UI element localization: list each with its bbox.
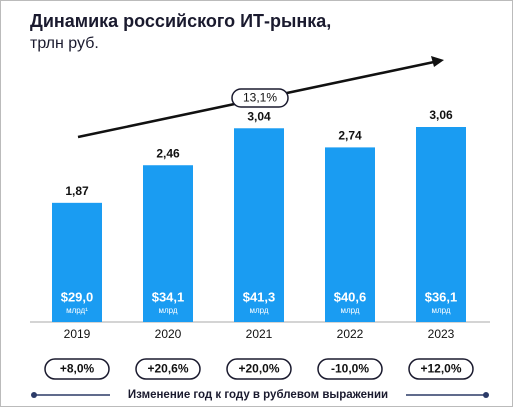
value-label: 2,74 [338,129,362,143]
usd-label: $29,0 [61,289,94,304]
growth-pill [317,358,383,380]
x-tick-label: 2021 [246,327,273,341]
growth-label: -10,0% [331,362,369,376]
value-label: 2,46 [156,146,180,160]
bar [416,127,466,322]
cagr-pill [231,88,289,108]
caption-bg [110,386,406,404]
x-tick-label: 2020 [155,327,182,341]
x-tick-label: 2022 [337,327,364,341]
x-tick-label: 2019 [64,327,91,341]
growth-pill [44,358,110,380]
usd-unit: млрд¹ [66,306,88,315]
growth-label: +8,0% [60,362,95,376]
usd-label: $36,1 [425,289,458,304]
chart-subtitle: трлн руб. [30,35,99,52]
growth-caption: Изменение год к году в рублевом выражени… [128,389,388,401]
usd-label: $40,6 [334,289,367,304]
x-tick-label: 2023 [428,327,455,341]
growth-pill [226,358,292,380]
growth-pill [408,358,474,380]
usd-label: $41,3 [243,289,276,304]
caption-dot [31,392,37,398]
bar [234,128,284,322]
arrow-head [431,56,444,67]
usd-unit: млрд [249,306,268,315]
growth-pill [135,358,201,380]
value-label: 3,04 [247,109,271,123]
bar [52,202,102,322]
chart-title: Динамика российского ИТ-рынка, [30,11,331,31]
growth-label: +20,6% [147,362,188,376]
bar [325,147,375,322]
cagr-label: 13,1% [243,91,277,105]
bar [143,165,193,322]
usd-unit: млрд [158,306,177,315]
growth-label: +20,0% [238,362,279,376]
value-label: 1,87 [65,184,89,198]
usd-unit: млрд [431,306,450,315]
caption-dot [483,392,489,398]
usd-label: $34,1 [152,289,185,304]
growth-label: +12,0% [420,362,461,376]
value-label: 3,06 [429,108,453,122]
usd-unit: млрд [340,306,359,315]
